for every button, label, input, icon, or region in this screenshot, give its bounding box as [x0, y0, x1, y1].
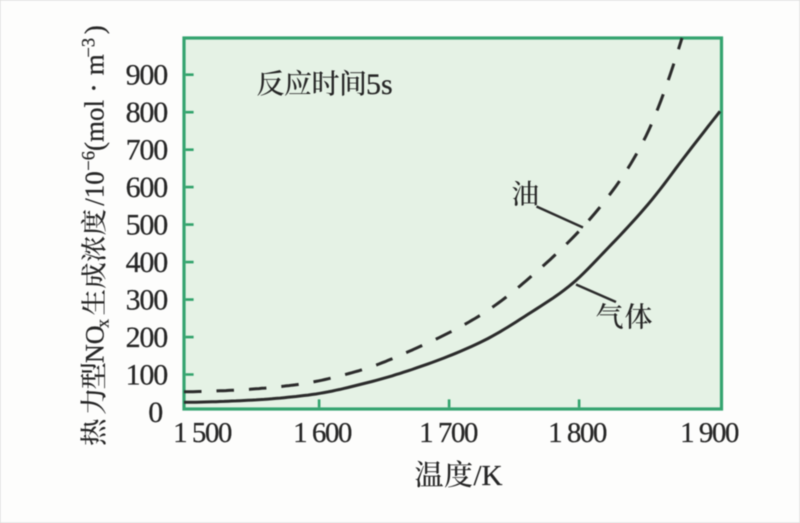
svg-text:800: 800 [126, 96, 168, 129]
svg-text:900: 900 [126, 59, 168, 92]
svg-text:/10: /10 [80, 171, 110, 206]
svg-text:x: x [93, 319, 113, 328]
svg-text:NO: NO [81, 325, 110, 363]
svg-text:−3: −3 [80, 38, 100, 58]
svg-text:700: 700 [126, 134, 168, 167]
svg-text:400: 400 [126, 246, 168, 279]
svg-text:200: 200 [126, 321, 168, 354]
svg-text:/K: /K [474, 460, 503, 492]
svg-text:m: m [80, 54, 110, 75]
svg-text:1 600: 1 600 [293, 417, 352, 449]
svg-text:1 700: 1 700 [419, 417, 478, 449]
svg-text:·: · [78, 83, 111, 93]
svg-text:−6: −6 [80, 151, 100, 171]
svg-text:(mol: (mol [80, 100, 110, 151]
svg-text:500: 500 [126, 209, 168, 242]
svg-text:1 800: 1 800 [548, 417, 607, 449]
svg-text:): ) [80, 25, 110, 34]
svg-text:1 500: 1 500 [173, 417, 232, 449]
svg-text:1 900: 1 900 [680, 417, 739, 449]
svg-text:300: 300 [126, 284, 168, 317]
svg-text:0: 0 [148, 396, 162, 429]
svg-text:100: 100 [126, 359, 168, 392]
svg-text:5s: 5s [366, 68, 393, 101]
svg-text:600: 600 [126, 171, 168, 204]
